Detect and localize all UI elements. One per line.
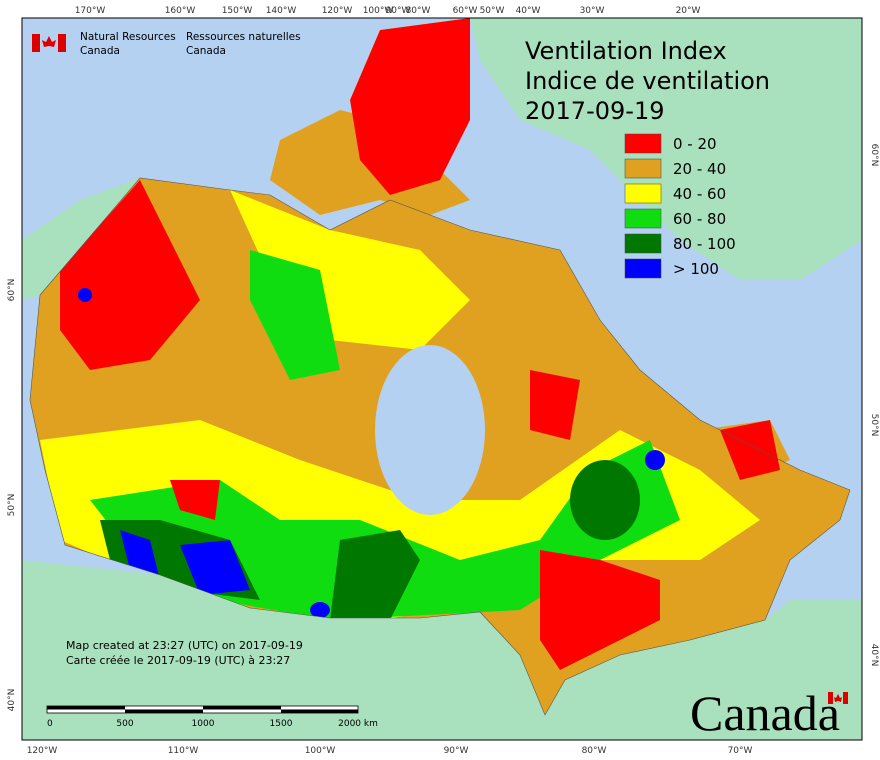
scale-label: 1000 [192, 719, 215, 729]
scale-seg [47, 706, 125, 710]
green-zone [250, 250, 340, 380]
scale-label: 500 [116, 719, 133, 729]
blue-zone [78, 288, 92, 302]
legend-swatch [624, 133, 662, 154]
hudson-bay [375, 345, 485, 515]
legend-label: 40 - 60 [673, 185, 726, 203]
map-area [22, 18, 862, 740]
maple-leaf [42, 36, 56, 47]
scale-label: 1500 [270, 719, 293, 729]
graticule-label: 100°W [305, 746, 336, 756]
graticule-label: 60°N [869, 144, 879, 167]
flag-bar [828, 692, 833, 704]
flag-bar [32, 34, 40, 52]
legend-label: 0 - 20 [673, 135, 717, 153]
blue-zone [120, 530, 250, 595]
org-fr: Ressources naturelles [186, 31, 301, 43]
note: Carte créée le 2017-09-19 (UTC) à 23:27 [66, 654, 290, 667]
graticule-label: 40°W [516, 6, 541, 16]
red-zone [350, 18, 470, 195]
flag-bar [58, 34, 66, 52]
scale-label: 2000 km [338, 719, 378, 729]
graticule-label: 50°W [480, 6, 505, 16]
legend-swatch [624, 183, 662, 204]
red-zone [60, 180, 200, 370]
org-fr: Canada [186, 45, 226, 57]
legend-label: 20 - 40 [673, 160, 726, 178]
frame [21, 17, 863, 741]
graticule-label: 40°N [869, 644, 879, 667]
scale-seg [203, 706, 281, 710]
graticule-label: 60°N [7, 279, 17, 302]
yellow-zone [230, 190, 470, 350]
graticule-label: 60°W [453, 6, 478, 16]
border [29, 177, 851, 716]
wordmark-flag [828, 692, 848, 704]
legend-swatch [624, 158, 662, 179]
graticule-label: 90°W [386, 6, 411, 16]
blue-zone [645, 450, 665, 470]
legend-label: 80 - 100 [673, 235, 736, 253]
scale-seg [125, 709, 203, 713]
graticule-label: 50°N [7, 494, 17, 517]
scale-seg [281, 709, 358, 713]
legend-label: > 100 [673, 260, 719, 278]
graticule-label: 120°W [322, 6, 353, 16]
title: Ventilation Index [525, 37, 727, 65]
graticule-label: 110°W [168, 746, 199, 756]
graticule-label: 30°W [580, 6, 605, 16]
blue-zone [310, 602, 330, 618]
graticule-label: 100°W [363, 6, 394, 16]
org-en: Natural Resources [80, 31, 176, 43]
dkgreen-zone [330, 530, 420, 620]
alaska [22, 178, 140, 300]
greenland [470, 18, 862, 280]
flag-bar [843, 692, 848, 704]
date: 2017-09-19 [525, 97, 664, 125]
legend-swatch [624, 258, 662, 279]
graticule-label: 120°W [27, 746, 58, 756]
nrcan-logo [32, 34, 66, 52]
graticule-label: 80°W [582, 746, 607, 756]
graticule-label: 150°W [222, 6, 253, 16]
scale-bar [46, 705, 359, 714]
graticule-label: 50°N [869, 414, 879, 437]
org-en: Canada [80, 45, 120, 57]
dkgreen-zone [570, 460, 640, 540]
graticule-label: 140°W [266, 6, 297, 16]
legend-swatch [624, 208, 662, 229]
graticule-label: 70°W [728, 746, 753, 756]
wordmark: Canada [690, 685, 840, 741]
graticule-label: 90°W [444, 746, 469, 756]
graticule-label: 20°W [676, 6, 701, 16]
note: Map created at 23:27 (UTC) on 2017-09-19 [66, 639, 303, 652]
graticule-label: 40°N [7, 689, 17, 712]
legend-swatch [624, 233, 662, 254]
graticule-label: 160°W [165, 6, 196, 16]
scale-label: 0 [47, 719, 53, 729]
legend-label: 60 - 80 [673, 210, 726, 228]
red-zone [540, 550, 660, 670]
usa [22, 560, 862, 740]
graticule-label: 170°W [75, 6, 106, 16]
graticule-label: 80°W [406, 6, 431, 16]
title: Indice de ventilation [525, 67, 770, 95]
maple-leaf [834, 694, 842, 702]
